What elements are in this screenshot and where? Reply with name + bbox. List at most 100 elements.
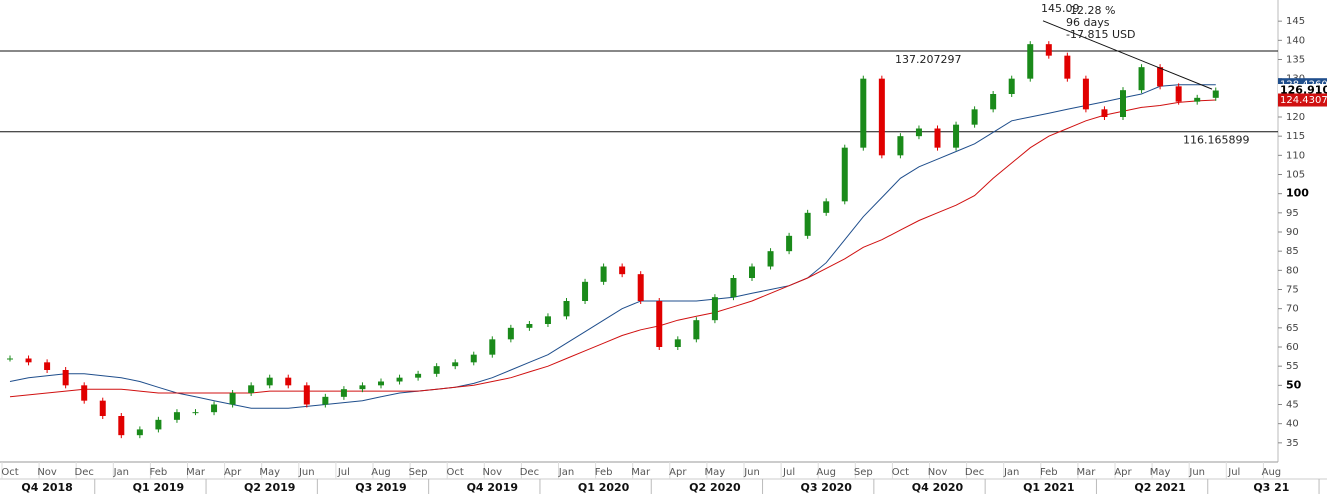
y-tick-label: 40 — [1286, 419, 1299, 430]
y-tick-label: 105 — [1286, 170, 1305, 181]
x-tick-label: Oct — [447, 467, 464, 478]
candle — [248, 385, 255, 393]
candle — [1157, 67, 1164, 87]
x-tick-label: Jan — [1003, 467, 1019, 478]
candle — [860, 78, 867, 148]
candle — [600, 266, 607, 282]
y-tick-label: 70 — [1286, 304, 1299, 315]
candle — [266, 377, 273, 386]
candle — [1138, 67, 1145, 91]
trend-label: -12.28 % — [1066, 4, 1115, 17]
candle — [452, 362, 459, 367]
y-tick-label: 55 — [1286, 361, 1299, 372]
candle — [841, 147, 848, 202]
x-tick-label: Dec — [75, 467, 94, 478]
candle — [1008, 78, 1015, 94]
candle — [378, 381, 384, 386]
candle — [415, 373, 422, 378]
level-label-bg — [1179, 133, 1247, 147]
y-tick-label: 110 — [1286, 150, 1305, 161]
candle — [971, 109, 978, 125]
x-tick-label: Feb — [595, 467, 613, 478]
quarter-label: Q3 21 — [1253, 481, 1289, 494]
candle — [155, 419, 162, 430]
y-tick-label: 145 — [1286, 16, 1305, 27]
candle — [1194, 97, 1201, 102]
candle — [303, 385, 310, 405]
candle — [990, 94, 997, 110]
y-tick-label: 60 — [1286, 342, 1299, 353]
x-tick-label: Mar — [186, 467, 206, 478]
x-tick-label: Oct — [892, 467, 909, 478]
candle — [62, 370, 69, 386]
candle — [322, 396, 329, 405]
candle — [749, 266, 755, 278]
y-tick-label: 140 — [1286, 35, 1305, 46]
y-tick-label: 45 — [1286, 400, 1299, 411]
x-tick-label: Feb — [1040, 467, 1058, 478]
candle — [637, 274, 644, 301]
x-tick-label: Apr — [669, 467, 687, 478]
y-tick-label: 35 — [1286, 438, 1299, 449]
y-tick-label: 120 — [1286, 112, 1305, 123]
candle — [229, 393, 236, 405]
x-tick-label: Jun — [298, 467, 315, 478]
candle — [489, 339, 496, 355]
candle — [953, 124, 960, 148]
x-tick-label: Jan — [558, 467, 574, 478]
candle — [656, 301, 663, 347]
candle — [897, 136, 904, 156]
x-tick-label: Sep — [409, 467, 428, 478]
x-tick-label: Nov — [928, 467, 948, 478]
y-tick-label: 65 — [1286, 323, 1299, 334]
trend-label: -17.815 USD — [1066, 28, 1135, 41]
x-tick-label: Sep — [854, 467, 873, 478]
quarter-label: Q4 2018 — [21, 481, 72, 494]
y-tick-label: 135 — [1286, 55, 1305, 66]
candle — [507, 327, 514, 340]
candle — [25, 358, 32, 363]
trend-line — [1042, 20, 1213, 90]
candle — [211, 404, 218, 413]
candle — [359, 385, 366, 390]
quarter-label: Q3 2019 — [355, 481, 406, 494]
candle — [44, 362, 51, 370]
candle — [1064, 55, 1071, 79]
y-tick-label: 80 — [1286, 265, 1299, 276]
trend-label: 96 days — [1066, 16, 1110, 29]
x-tick-label: Feb — [150, 467, 168, 478]
candle — [99, 400, 106, 416]
candle — [433, 366, 440, 374]
candle — [192, 412, 199, 414]
x-tick-label: Jul — [782, 467, 795, 478]
y-tick-label: 115 — [1286, 131, 1305, 142]
x-tick-label: Jun — [1188, 467, 1205, 478]
candle — [1045, 44, 1052, 56]
candle — [173, 412, 180, 420]
candle — [786, 235, 793, 252]
ma-line — [9, 84, 1216, 409]
candle — [693, 320, 700, 340]
x-tick-label: Dec — [965, 467, 984, 478]
quarter-label: Q2 2019 — [244, 481, 295, 494]
candle — [674, 339, 681, 347]
x-tick-label: Aug — [371, 467, 391, 478]
x-tick-label: Nov — [483, 467, 503, 478]
candle — [878, 78, 885, 156]
x-tick-label: Oct — [1, 467, 18, 478]
candle — [1027, 44, 1034, 79]
candle — [1082, 78, 1089, 110]
quarter-label: Q2 2020 — [689, 481, 741, 494]
candle — [544, 316, 551, 324]
level-label-bg — [891, 53, 959, 67]
quarter-label: Q1 2020 — [578, 481, 630, 494]
x-tick-label: Apr — [224, 467, 242, 478]
x-tick-label: Jul — [1227, 467, 1240, 478]
x-tick-label: Apr — [1114, 467, 1132, 478]
price-box — [1278, 93, 1327, 107]
candle — [767, 251, 774, 267]
x-tick-label: May — [705, 467, 726, 478]
candle — [118, 416, 125, 436]
candle — [470, 354, 477, 363]
candle — [1120, 90, 1126, 117]
